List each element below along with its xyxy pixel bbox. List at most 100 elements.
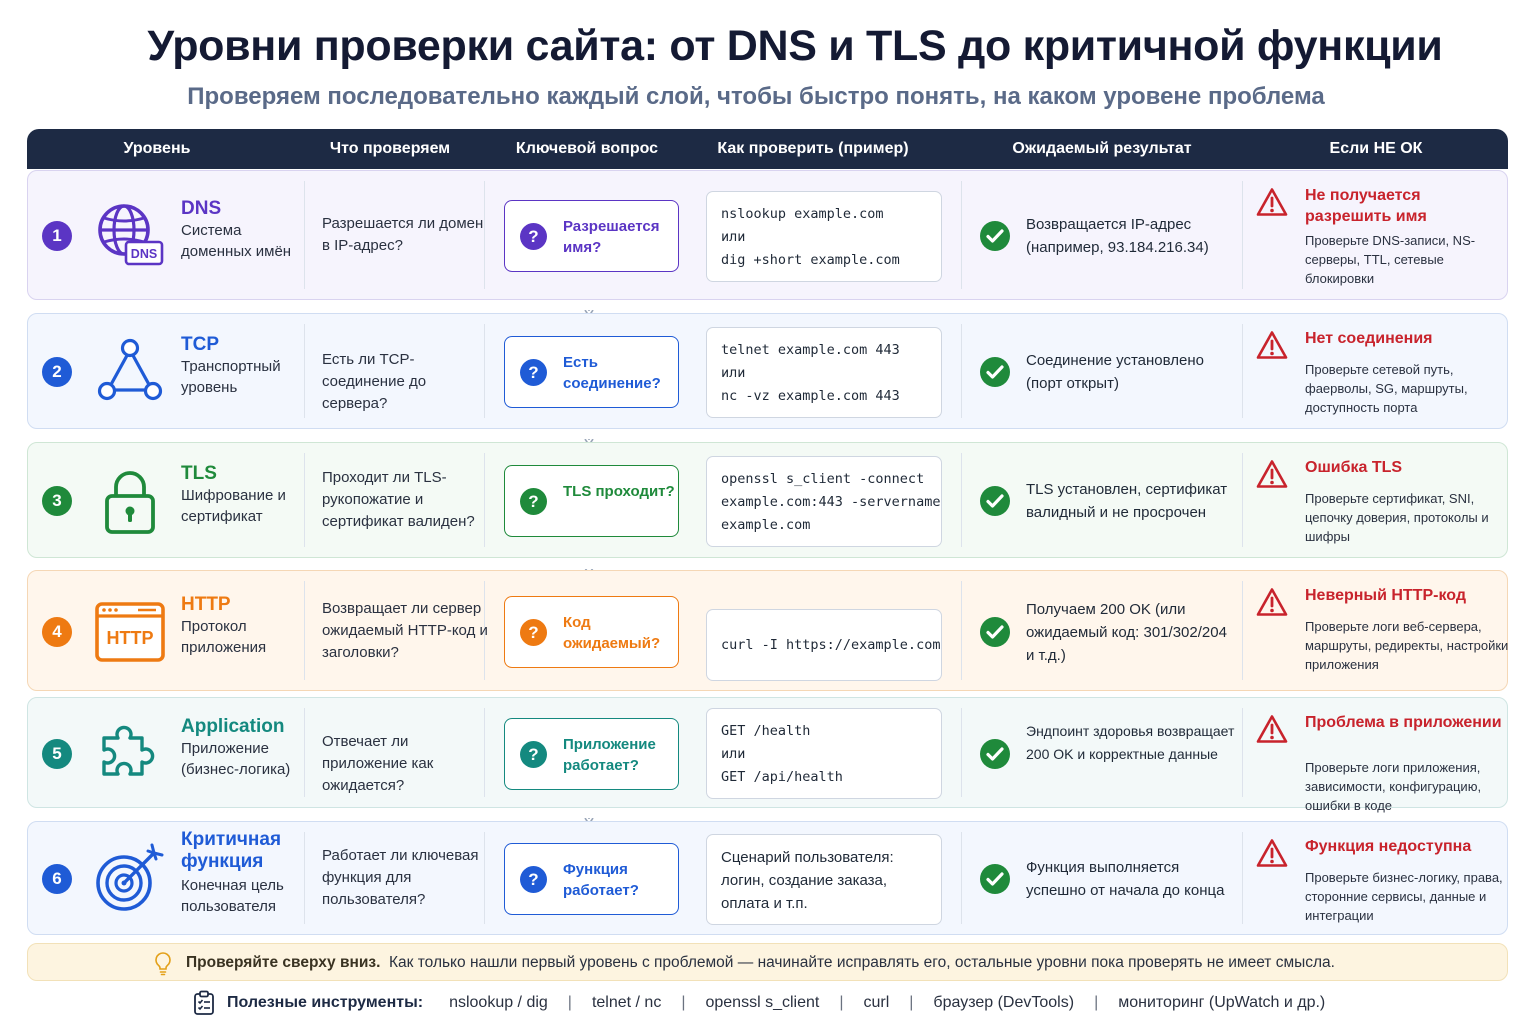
tools-separator: |	[839, 994, 844, 1011]
command-box: telnet example.com 443 или nc -vz example.…	[706, 326, 942, 418]
key-question-box: ? Есть соединение?	[504, 336, 679, 408]
column-divider	[304, 581, 305, 680]
check-circle-icon	[979, 485, 1011, 517]
command-line: curl -I https://example.com	[721, 637, 941, 653]
expected-result: Эндпоинт здоровья возвращает 200 OK и ко…	[1026, 722, 1235, 762]
key-question-box: ? Разрешается имя?	[504, 200, 679, 272]
level-name: Application	[181, 715, 285, 737]
command-box: openssl s_client -connect example.com:443…	[706, 455, 942, 547]
check-circle-icon	[979, 220, 1011, 252]
tool-item: nslookup / dig	[449, 994, 548, 1011]
column-divider	[484, 181, 485, 289]
svg-text:DNS: DNS	[131, 247, 157, 261]
question-mark-icon: ?	[520, 359, 547, 386]
warning-triangle-icon	[1256, 714, 1288, 744]
lightbulb-icon	[155, 952, 171, 976]
command-line: dig +short example.com	[721, 251, 900, 268]
column-divider	[961, 581, 962, 680]
failure-description: Проверьте логи приложения, зависимости, …	[1305, 760, 1482, 813]
key-question: Функция работает?	[563, 861, 639, 899]
tool-item: браузер (DevTools)	[933, 994, 1075, 1011]
tip-bold: Проверяйте сверху вниз.	[186, 954, 381, 971]
level-number-badge: 6	[42, 864, 72, 894]
what-we-check: Разрешается ли домен в IP-адрес?	[322, 215, 484, 254]
column-header-fail: Если НЕ ОК	[1329, 140, 1423, 157]
column-divider	[484, 708, 485, 797]
question-mark-icon: ?	[520, 223, 547, 250]
browser-window-icon: HTTP	[92, 594, 168, 670]
tools-bar: Полезные инструменты: nslookup / dig | tel…	[193, 988, 1325, 1018]
level-number-badge: 5	[42, 738, 72, 769]
column-header-question: Ключевой вопрос	[515, 140, 659, 157]
column-divider	[304, 453, 305, 547]
command-line: GET /api/health	[721, 769, 843, 785]
key-question-box: ? Код ожидаемый?	[504, 595, 679, 668]
column-divider	[304, 832, 305, 924]
level-description: Система доменных имён	[181, 222, 292, 260]
level-description: Конечная цель пользователя	[181, 877, 284, 915]
level-description: Шифрование и сертификат	[181, 487, 286, 525]
level-row-6: 6 Критичная функция Конечная цель пользо…	[27, 821, 1508, 935]
check-circle-icon	[979, 616, 1011, 648]
level-number-badge: 4	[42, 616, 72, 647]
column-divider	[484, 581, 485, 680]
clipboard-checklist-icon	[194, 990, 214, 1015]
expected-result: Функция выполняется успешно от начала до…	[1026, 859, 1225, 899]
column-header-what: Что проверяем	[329, 140, 451, 157]
level-name: DNS	[181, 198, 222, 219]
command-line: nslookup example.com	[721, 205, 884, 222]
failure-description: Проверьте сертификат, SNI, цепочку довер…	[1305, 491, 1489, 544]
key-question: Есть соединение?	[563, 354, 661, 392]
command-line: Сценарий пользователя:	[721, 848, 894, 866]
tip-body: Как только нашли первый уровень с пробле…	[389, 954, 1335, 971]
level-row-4: 4 HTTP HTTP Протокол приложения Возвраща…	[27, 570, 1508, 691]
command-box: GET /health или GET /api/health	[706, 708, 942, 799]
column-divider	[1242, 181, 1243, 289]
column-divider	[961, 708, 962, 797]
flow-down-arrow	[583, 812, 595, 826]
what-we-check: Проходит ли TLS-рукопожатие и сертификат…	[322, 469, 475, 530]
question-mark-icon: ?	[520, 618, 547, 646]
question-mark-icon: ?	[520, 866, 547, 893]
key-question: Код ожидаемый?	[563, 613, 661, 652]
command-line: telnet example.com 443	[721, 341, 900, 358]
command-line: оплата и т.п.	[721, 894, 808, 912]
level-number-badge: 2	[42, 357, 72, 387]
expected-result: TLS установлен, сертификат валидный и не…	[1026, 481, 1228, 521]
tools-separator: |	[909, 994, 914, 1011]
level-name: Критичная функция	[181, 829, 282, 872]
check-circle-icon	[979, 356, 1011, 388]
column-divider	[304, 708, 305, 797]
level-row-3: 3 TLS Шифрование и сертификат Проходит л…	[27, 442, 1508, 558]
key-question-box: ? TLS проходит?	[504, 465, 679, 537]
key-question-box: ? Функция работает?	[504, 843, 679, 915]
tip-text: Проверяйте сверху вниз. Как только нашли…	[186, 944, 1335, 982]
page-subtitle: Проверяем последовательно каждый слой, ч…	[187, 83, 1325, 110]
column-divider	[1242, 453, 1243, 547]
flow-down-arrow	[583, 562, 595, 576]
failure-description: Проверьте логи веб-сервера, маршруты, ре…	[1305, 619, 1509, 672]
failure-title: Ошибка TLS	[1305, 459, 1403, 476]
command-line: логин, создание заказа,	[721, 871, 888, 889]
command-line: example.com	[721, 516, 811, 533]
level-description: Протокол приложения	[181, 617, 267, 656]
level-number-badge: 3	[42, 486, 72, 516]
column-header-how: Как проверить (пример)	[717, 140, 909, 157]
tools-separator: |	[1094, 994, 1099, 1011]
failure-title: Нет соединения	[1305, 330, 1433, 347]
level-row-1: 1 DNS DNS Система доменных имён Разрешае…	[27, 170, 1508, 300]
command-line: или	[721, 746, 746, 762]
tools-label: Полезные инструменты:	[227, 994, 424, 1011]
column-divider	[1242, 581, 1243, 680]
column-divider	[961, 832, 962, 924]
what-we-check: Работает ли ключевая функция для пользов…	[322, 847, 479, 908]
command-box: nslookup example.com или dig +short exampl…	[706, 190, 942, 282]
column-header-expected: Ожидаемый результат	[1012, 140, 1192, 157]
failure-title: Неверный HTTP-код	[1305, 587, 1466, 604]
command-line: openssl s_client -connect	[721, 470, 925, 487]
warning-triangle-icon	[1256, 587, 1288, 617]
expected-result: Соединение установлено (порт открыт)	[1026, 352, 1204, 392]
column-divider	[304, 324, 305, 418]
level-name: HTTP	[181, 593, 231, 615]
table-header: Уровень Что проверяем Ключевой вопрос Ка…	[27, 129, 1508, 169]
